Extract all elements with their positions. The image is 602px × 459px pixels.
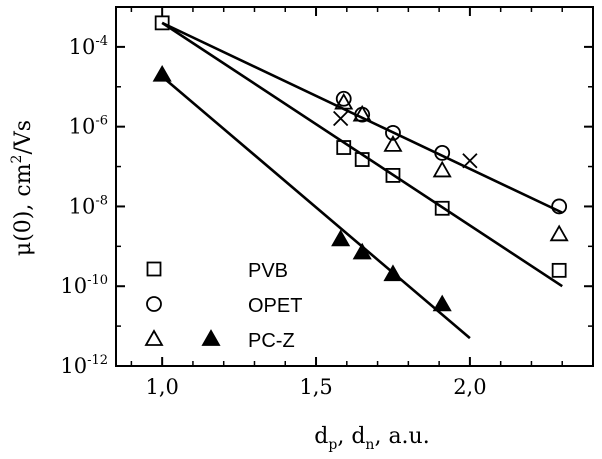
legend-pc-z-marker-open [144,329,164,346]
legend-label: OPET [248,295,302,317]
pvb-square-point [551,262,567,278]
pc-z-triangle-filled-point [352,242,372,260]
pvb-square-point [434,200,450,216]
unlabeled-cross-point [333,110,349,127]
y-tick-label: 10-6 [69,114,108,139]
axis-ticks: 1,0 1,5 2,0 10-4 10-6 10-8 10-10 10-12 [60,6,593,399]
fit-line-1 [161,21,563,214]
legend: PVB OPET PC-Z [144,260,302,352]
pc-z-triangle-filled-point [432,294,452,312]
opet-circle-point [335,90,352,107]
pc-z-triangle-point [549,224,569,242]
pvb-square-point [154,15,170,31]
y-tick-label: 10-4 [69,34,108,59]
legend-label: PVB [248,260,288,282]
pc-z-triangle-filled-point [331,229,351,247]
unlabeled-cross-point [462,153,478,169]
pvb-square-point [385,168,401,183]
pc-z-triangle-point [334,92,354,110]
pc-z-triangle-point [432,160,452,178]
fit-line-3 [161,75,471,340]
legend-opet-marker [146,296,162,312]
fit-lines [161,21,563,340]
pc-z-triangle-point [383,135,403,152]
pc-z-triangle-point [352,104,372,122]
legend-pvb-marker [146,261,162,277]
y-axis-title: μ(0), cm2/Vs [9,120,36,256]
legend-pc-z-marker-filled [201,329,221,346]
opet-circle-point [551,198,568,215]
data-points [152,15,569,312]
opet-circle-point [385,124,401,141]
pc-z-triangle-filled-point [152,64,172,82]
x-tick-label: 1,0 [145,375,178,399]
pvb-square-point [336,140,352,155]
x-axis-title: dp, dn, a.u. [314,424,429,453]
x-tick-label: 2,0 [453,375,486,399]
opet-circle-point [434,144,451,161]
pc-z-triangle-filled-point [383,264,403,282]
x-tick-label: 1,5 [299,375,332,399]
legend-label: PC-Z [248,330,295,352]
fit-line-2 [161,21,563,288]
y-tick-label: 10-12 [60,353,108,378]
y-tick-label: 10-10 [60,273,108,298]
plot-frame [115,6,594,367]
y-tick-label: 10-8 [69,193,108,218]
pvb-square-point [354,152,370,167]
